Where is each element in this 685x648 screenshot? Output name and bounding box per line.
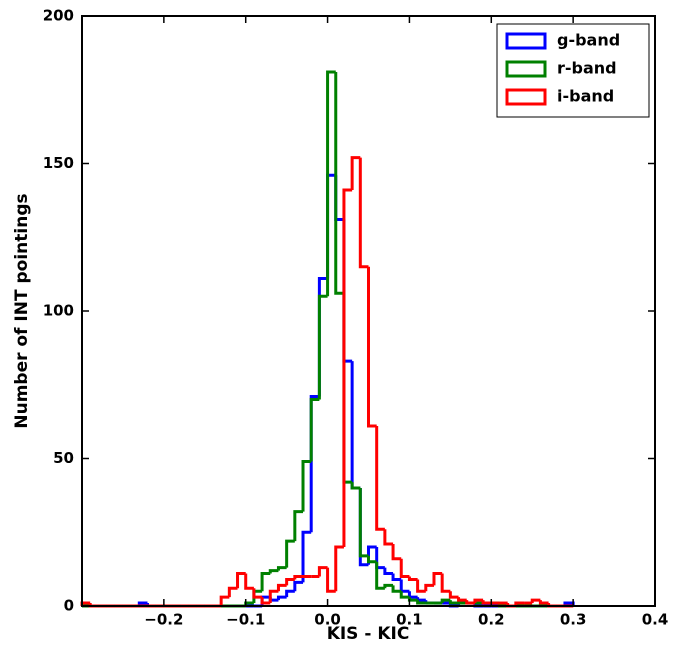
histogram-step (236, 572, 246, 589)
x-tick-label: 0.1 (396, 611, 423, 629)
histogram-step (309, 395, 320, 533)
histogram-step (285, 589, 295, 598)
histogram-step (481, 600, 492, 605)
histogram-step (309, 398, 320, 462)
histogram-step (399, 591, 410, 599)
histogram-step (276, 595, 287, 601)
x-axis-label: KIS - KIC (327, 624, 410, 644)
y-tick-label: 50 (53, 449, 74, 467)
histogram-step (276, 566, 287, 571)
histogram-step (227, 586, 238, 598)
histogram-step (432, 572, 443, 586)
histogram-step (407, 576, 418, 581)
histogram-step (399, 579, 410, 593)
histogram-step (448, 600, 459, 605)
histogram-step (342, 188, 353, 547)
histogram-step (358, 488, 369, 558)
histogram-step (317, 566, 328, 577)
histogram-step (367, 266, 377, 428)
histogram-step (252, 588, 263, 599)
histogram-step (375, 426, 385, 531)
histogram-step (285, 539, 295, 568)
histogram-step (538, 600, 549, 605)
histogram-step (350, 482, 361, 490)
histogram-step (326, 70, 336, 297)
histogram-step (350, 156, 361, 191)
histogram-step (440, 598, 451, 604)
legend-label: i-band (557, 87, 614, 106)
histogram-step (375, 561, 385, 590)
histogram-step (268, 589, 279, 604)
histogram-step (440, 573, 451, 593)
histogram-step (260, 572, 271, 592)
histogram-step (448, 591, 459, 599)
histogram-step (530, 598, 541, 604)
histogram-step (383, 529, 394, 546)
y-tick-label: 0 (64, 597, 74, 615)
histogram-step (334, 545, 344, 592)
histogram-step (399, 558, 410, 578)
y-tick-label: 100 (43, 302, 74, 320)
histogram-step (416, 600, 426, 605)
legend-box (496, 23, 650, 118)
histogram-step (358, 157, 369, 269)
histogram-step (473, 598, 484, 604)
legend-label: g-band (557, 31, 620, 50)
legend-label: r-band (557, 59, 617, 78)
histogram-step (326, 567, 336, 593)
histogram-step (367, 555, 377, 564)
x-tick-label: 0.3 (560, 611, 587, 629)
histogram-step (301, 459, 312, 512)
histogram-step (465, 600, 475, 605)
y-tick-label: 200 (43, 7, 74, 25)
histogram-step (424, 583, 434, 592)
histogram-step (268, 569, 279, 574)
legend-swatch (505, 88, 547, 106)
histogram-step (293, 580, 304, 592)
histogram-step (276, 583, 287, 592)
histogram-step (383, 567, 394, 576)
histogram-step (285, 577, 295, 586)
histogram-step (244, 573, 254, 590)
legend-swatch (505, 60, 547, 78)
y-tick-label: 150 (43, 154, 74, 172)
histogram-step (317, 294, 328, 400)
histogram-step (416, 597, 426, 602)
histogram-step (457, 597, 467, 602)
plot-frame (81, 15, 656, 607)
x-tick-label: −0.1 (226, 611, 265, 629)
legend-swatch (505, 32, 547, 50)
x-tick-label: −0.2 (144, 611, 183, 629)
histogram-series (82, 70, 574, 608)
x-tick-label: 0.2 (478, 611, 505, 629)
y-axis-label: Number of INT pointings (12, 193, 32, 428)
histogram-step (391, 585, 402, 593)
histogram-step (219, 595, 230, 606)
histogram-step (260, 597, 271, 605)
x-tick-label: 0.0 (314, 611, 341, 629)
histogram-step (391, 573, 402, 581)
histogram-step (334, 72, 344, 295)
histogram-step (416, 579, 426, 593)
histogram-step (391, 544, 402, 561)
x-tick-label: 0.4 (642, 611, 669, 629)
histogram-step (350, 361, 361, 490)
histogram-step (293, 575, 304, 580)
histogram-step (301, 530, 312, 583)
histogram-step (293, 510, 304, 542)
histogram-step (383, 583, 394, 589)
